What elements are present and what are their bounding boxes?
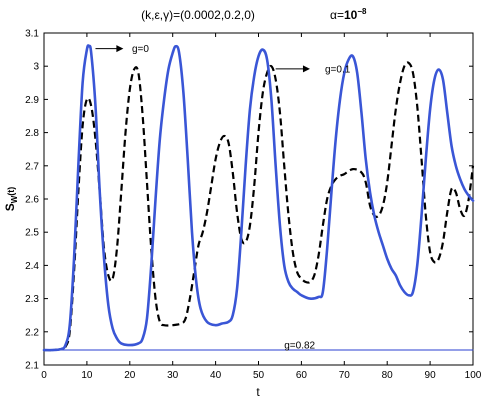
- annotation-arrow-head: [116, 45, 124, 53]
- annotation-label: g=0: [132, 44, 149, 55]
- annotation-arrow-head: [302, 65, 310, 73]
- x-tick-label: 50: [253, 370, 265, 381]
- series-line-g-0-1: [43, 61, 475, 352]
- alpha-symbol: α=: [330, 8, 344, 22]
- y-ticks: 2.1 2.2 2.3 2.4 2.5 2.6 2.7 2.8 2.9 3 3.1: [25, 29, 473, 372]
- x-tick-label: 20: [124, 370, 136, 381]
- y-axis-label: SW(t): [3, 187, 19, 212]
- y-tick-label: 2.4: [25, 261, 39, 272]
- y-tick-label: 2.2: [25, 327, 39, 338]
- x-tick-label: 30: [167, 370, 179, 381]
- annotation-label: g=0.82: [284, 341, 315, 352]
- x-tick-label: 0: [41, 370, 47, 381]
- alpha-exponent: −8: [357, 7, 367, 16]
- y-tick-label: 2.8: [25, 128, 39, 139]
- x-tick-label: 90: [425, 370, 437, 381]
- x-tick-label: 80: [382, 370, 394, 381]
- series-layer: [42, 44, 475, 352]
- y-tick-label: 2.7: [25, 161, 39, 172]
- y-tick-label: 3.1: [25, 29, 39, 40]
- series-line-g-0: [42, 44, 475, 352]
- x-tick-label: 100: [465, 370, 482, 381]
- y-axis-label-main: S: [3, 203, 17, 211]
- alpha-subtitle: α=10−8: [330, 7, 367, 22]
- x-tick-label: 60: [296, 370, 308, 381]
- y-tick-label: 2.9: [25, 95, 39, 106]
- x-tick-label: 70: [339, 370, 351, 381]
- y-tick-label: 2.3: [25, 294, 39, 305]
- chart-title: (k,ε,γ)=(0.0002,0.2,0): [141, 8, 255, 22]
- y-axis-label-tail: (t): [6, 187, 16, 196]
- annotation-label: g=0.1: [325, 64, 351, 75]
- y-tick-label: 2.1: [25, 361, 39, 372]
- x-tick-label: 10: [81, 370, 93, 381]
- y-tick-label: 2.6: [25, 195, 39, 206]
- y-tick-label: 3: [33, 62, 39, 73]
- annotation-layer: g=0 g=0.1 g=0.82: [95, 44, 351, 352]
- alpha-value: 10: [344, 8, 358, 22]
- y-tick-label: 2.5: [25, 228, 39, 239]
- y-axis-label-sub: W: [10, 195, 19, 203]
- x-tick-label: 40: [210, 370, 222, 381]
- x-ticks: 0 10 20 30 40 50 60 70 80 90 100: [41, 33, 482, 381]
- x-axis-label: t: [256, 385, 260, 399]
- plot-frame: [43, 32, 474, 366]
